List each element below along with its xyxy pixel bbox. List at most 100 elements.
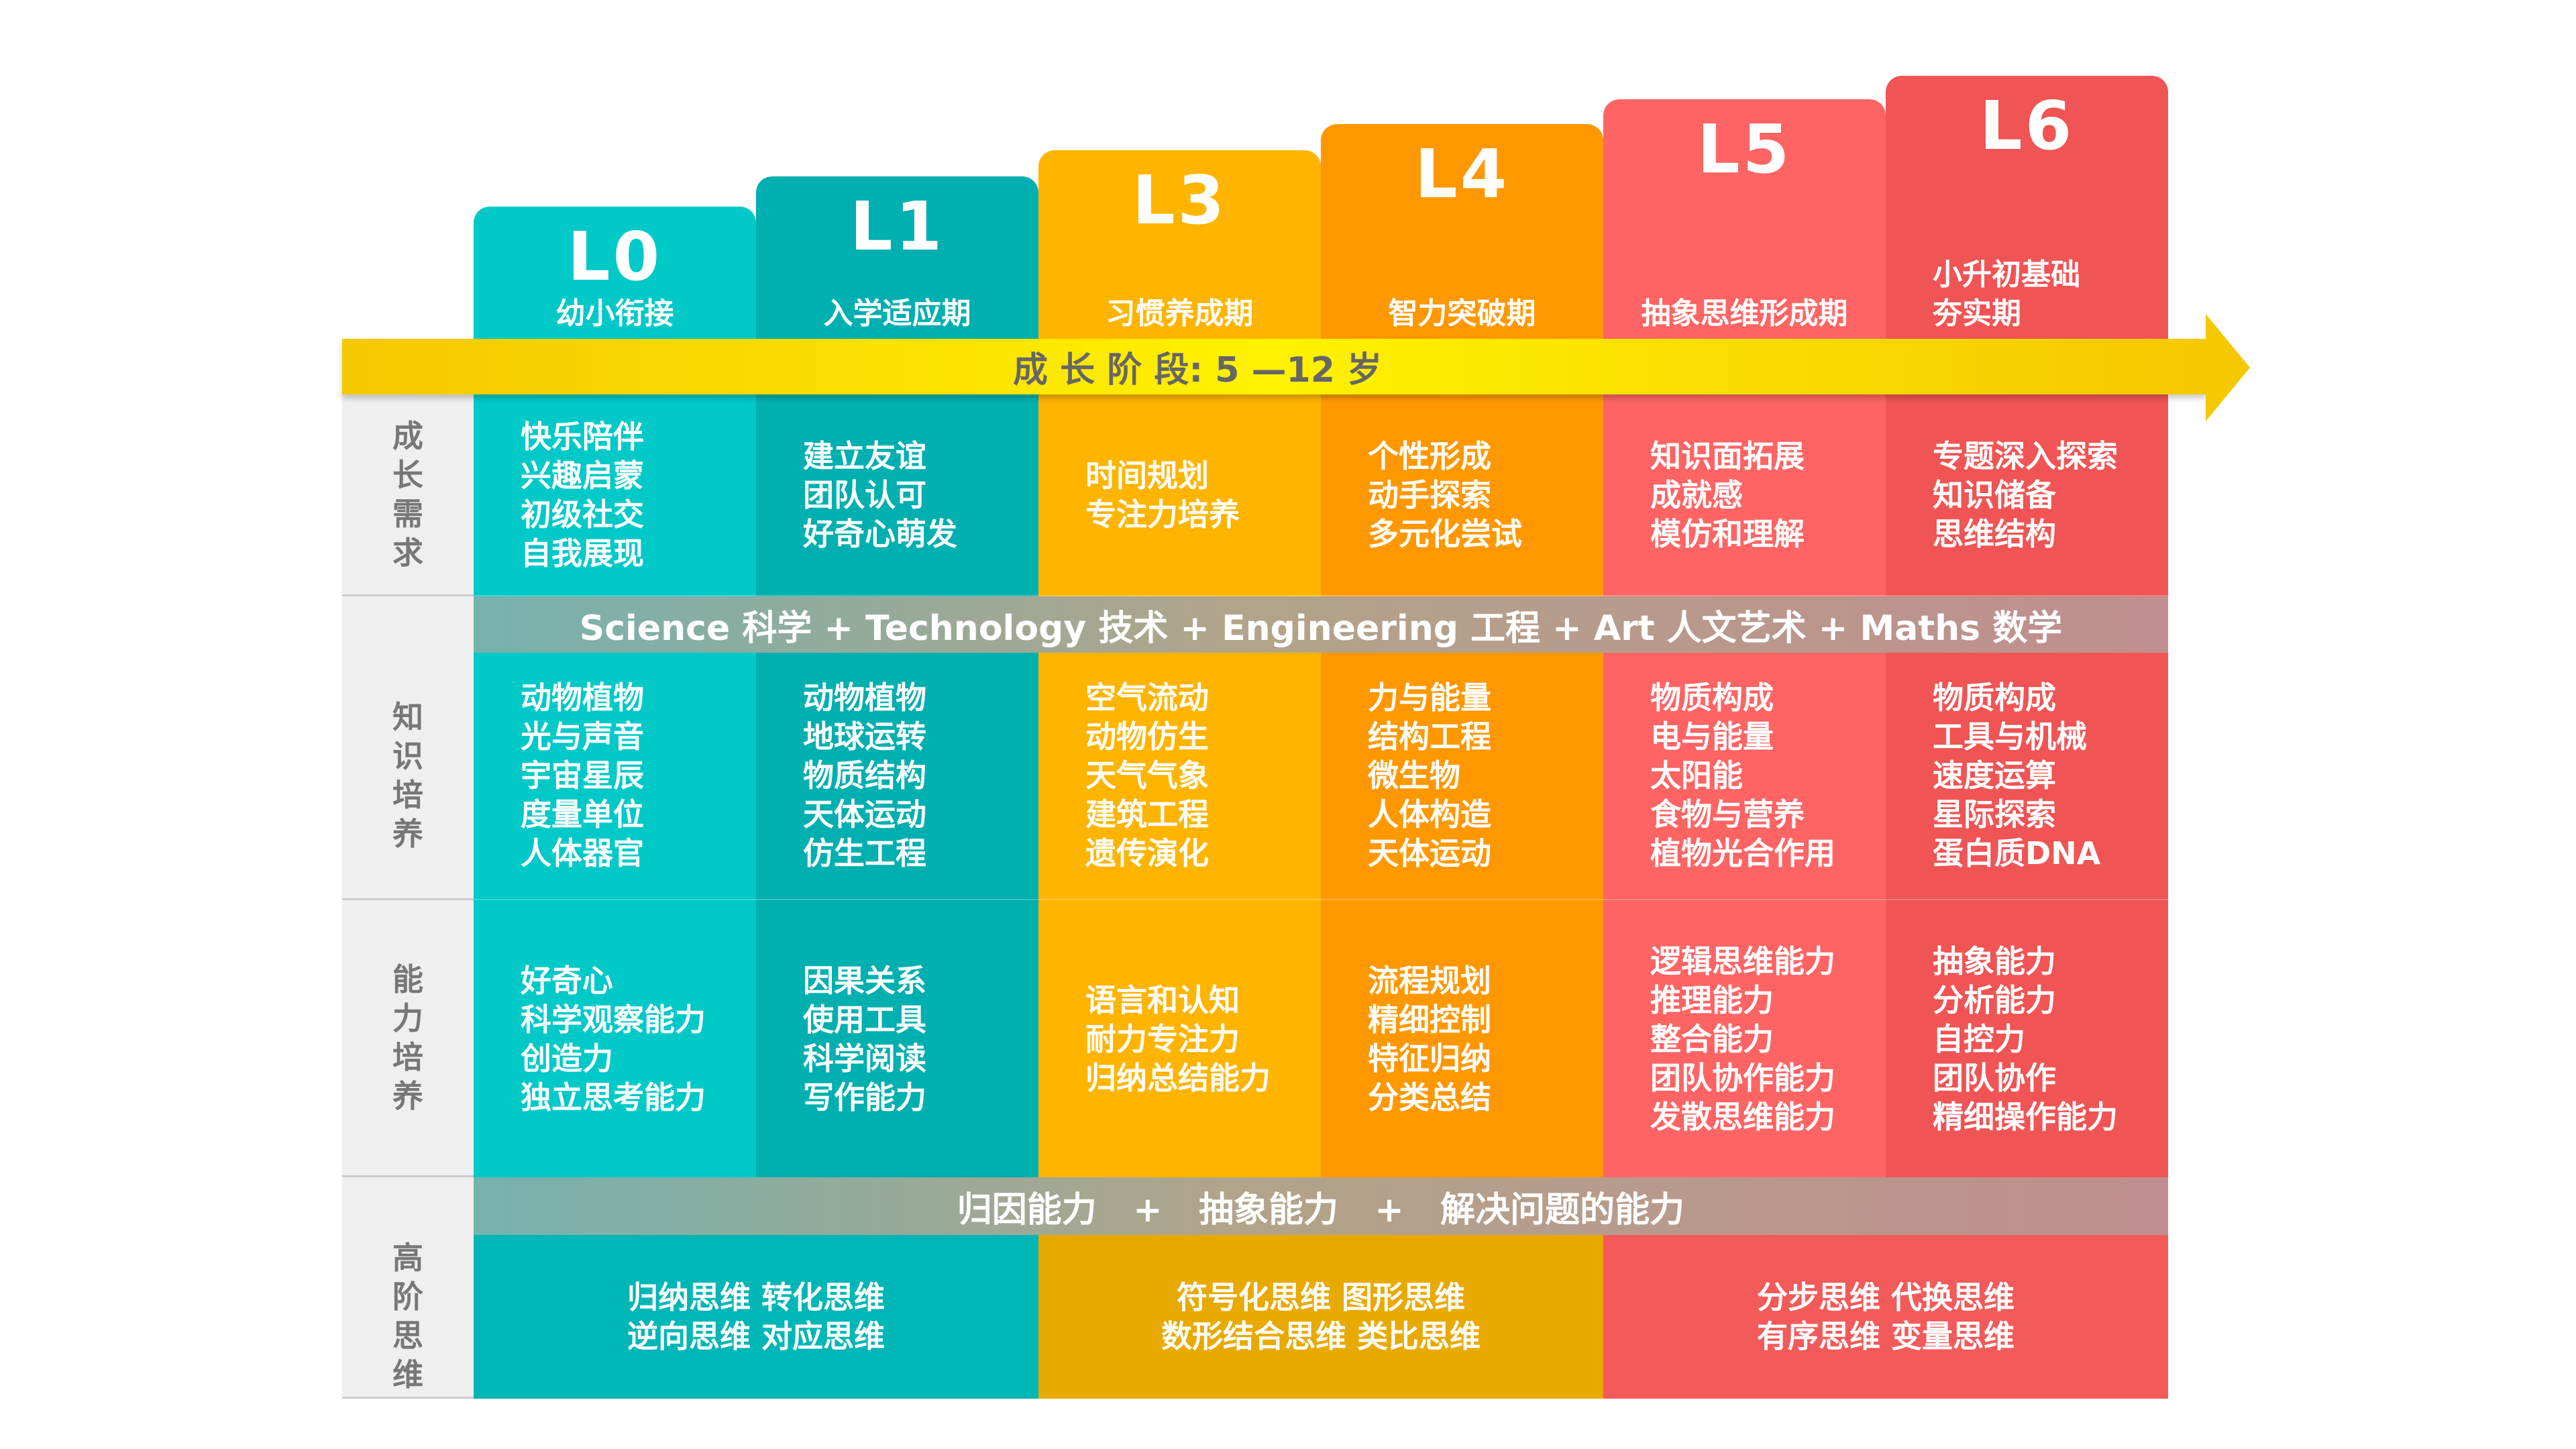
text-line: 好奇心: [521, 962, 613, 999]
knowledge-cell: 物质构成 电与能量 太阳能 食物与营养 植物光合作用: [1603, 652, 1886, 900]
text-line: 流程规划: [1368, 962, 1491, 999]
text-line: 自控力: [1933, 1020, 2025, 1057]
text-line: 快乐陪伴: [521, 418, 644, 455]
higher-thinking-cell: 分步思维 代换思维 有序思维 变量思维: [1603, 1235, 2168, 1399]
text-line: 因果关系: [803, 962, 926, 999]
text-line: 时间规划: [1085, 457, 1209, 494]
text-line: 结构工程: [1368, 718, 1491, 755]
text-line: 智力突破期: [1388, 297, 1536, 331]
text-line: 模仿和理解: [1650, 515, 1805, 552]
needs-cell: 快乐陪伴 兴趣启蒙 初级社交 自我展现: [474, 394, 756, 596]
text-line: 星际探索: [1933, 796, 2056, 833]
text-line: 特征归纳: [1368, 1040, 1491, 1077]
needs-cell: 个性形成 动手探索 多元化尝试: [1321, 394, 1603, 596]
needs-cell: 专题深入探索 知识储备 思维结构: [1886, 394, 2168, 596]
text-line: 天体运动: [1368, 835, 1491, 871]
text-line: 专题深入探索: [1933, 437, 2118, 474]
text-line: 动物植物: [803, 680, 926, 716]
text-line: 多元化尝试: [1368, 515, 1522, 552]
text-line: 植物光合作用: [1650, 835, 1835, 871]
text-line: 人体器官: [521, 835, 644, 871]
row-label-cell: 知识培养: [342, 652, 474, 900]
stage-name: 入学适应期: [756, 176, 1038, 339]
text-line: 精细操作能力: [1933, 1098, 2118, 1135]
text-line: 思维结构: [1933, 515, 2056, 552]
text-line: 天气气象: [1085, 757, 1209, 794]
text-line: 精细控制: [1368, 1001, 1491, 1038]
text-line: 团队认可: [803, 476, 926, 513]
stage-name: 智力突破期: [1321, 124, 1603, 339]
stage-label: 习惯养成期: [1038, 294, 1321, 333]
text-line: 科学阅读: [803, 1040, 926, 1077]
stage-name: 习惯养成期: [1038, 150, 1321, 339]
abilities-cell: 抽象能力 分析能力 自控力 团队协作 精细操作能力: [1886, 900, 2168, 1177]
text-line: 团队协作: [1933, 1059, 2056, 1096]
row-label-cell: 成长需求: [342, 394, 474, 596]
text-line: 团队协作能力: [1650, 1059, 1835, 1096]
text-line: 数形结合思维 类比思维: [1161, 1318, 1481, 1354]
text-line: 逻辑思维能力: [1650, 943, 1835, 979]
text-line: 独立思考能力: [521, 1079, 706, 1116]
abilities-cell: 因果关系 使用工具 科学阅读 写作能力: [756, 900, 1038, 1177]
text-line: 兴趣启蒙: [521, 457, 644, 494]
level-code: L6: [1979, 87, 2075, 165]
text-line: 发散思维能力: [1650, 1098, 1835, 1135]
text-line: 使用工具: [803, 1001, 926, 1038]
text-line: 小升初基础: [1933, 258, 2080, 292]
row-label-cell: 高阶思维: [342, 1235, 474, 1399]
text-line: 写作能力: [803, 1079, 926, 1116]
text-line: 速度运算: [1933, 757, 2056, 794]
text-line: 工具与机械: [1933, 718, 2087, 755]
higher-thinking-cell: 归纳思维 转化思维 逆向思维 对应思维: [474, 1235, 1038, 1399]
stage-name: 幼小衔接: [474, 207, 756, 339]
text-line: 微生物: [1368, 757, 1460, 794]
text-line: 建立友谊: [803, 437, 926, 474]
text-line: 分类总结: [1368, 1079, 1491, 1116]
needs-cell: 时间规划 专注力培养: [1038, 394, 1321, 596]
stage-label: 抽象思维形成期: [1603, 294, 1886, 333]
higher-thinking-cell: 符号化思维 图形思维 数形结合思维 类比思维: [1038, 1235, 1603, 1399]
text-line: 地球运转: [803, 718, 926, 755]
text-line: 建筑工程: [1085, 796, 1209, 833]
text-line: 创造力: [521, 1040, 613, 1077]
text-line: 光与声音: [521, 718, 644, 755]
text-line: 力与能量: [1368, 680, 1491, 716]
row-label: 成长需求: [392, 418, 423, 571]
knowledge-cell: 动物植物 光与声音 宇宙星辰 度量单位 人体器官: [474, 652, 756, 900]
knowledge-cell: 物质构成 工具与机械 速度运算 星际探索 蛋白质DNA: [1886, 652, 2168, 900]
text-line: 仿生工程: [803, 835, 926, 871]
row-label: 能力培养: [392, 961, 423, 1114]
text-line: 逆向思维 对应思维: [627, 1318, 885, 1354]
level-code: L3: [1132, 161, 1228, 239]
text-line: 人体构造: [1368, 796, 1491, 833]
level-code: L0: [567, 217, 663, 296]
level-code: L4: [1414, 135, 1510, 213]
text-line: 幼小衔接: [555, 297, 674, 331]
text-line: 宇宙星辰: [521, 757, 644, 794]
text-line: 空气流动: [1085, 680, 1209, 716]
text-line: 知识面拓展: [1650, 437, 1805, 474]
level-code: L1: [849, 187, 945, 266]
text-line: 夯实期: [1933, 297, 2021, 331]
text-line: 整合能力: [1650, 1020, 1774, 1057]
steam-band: Science 科学 + Technology 技术 + Engineering…: [474, 596, 2168, 653]
arrow-head-icon: [2206, 314, 2250, 421]
text-line: 食物与营养: [1650, 796, 1805, 833]
stage-label: 小升初基础 夯实期: [1886, 256, 2168, 333]
text-line: 知识储备: [1933, 476, 2056, 513]
text-line: 耐力专注力: [1085, 1020, 1240, 1057]
row-label: 高阶思维: [392, 1239, 423, 1393]
text-line: 推理能力: [1650, 981, 1774, 1018]
text-line: 专注力培养: [1085, 496, 1240, 533]
text-line: 分步思维 代换思维: [1756, 1279, 2015, 1316]
knowledge-cell: 空气流动 动物仿生 天气气象 建筑工程 遗传演化: [1038, 652, 1321, 900]
text-line: 蛋白质DNA: [1933, 835, 2101, 871]
text-line: 语言和认知: [1085, 981, 1240, 1018]
text-line: 归纳思维 转化思维: [627, 1279, 885, 1316]
knowledge-cell: 力与能量 结构工程 微生物 人体构造 天体运动: [1321, 652, 1603, 900]
stage-label: 智力突破期: [1321, 294, 1603, 333]
text-line: 习惯养成期: [1106, 297, 1254, 331]
stage-label: 入学适应期: [756, 294, 1038, 333]
text-line: 自我展现: [521, 535, 644, 572]
abilities-cell: 流程规划 精细控制 特征归纳 分类总结: [1321, 900, 1603, 1177]
